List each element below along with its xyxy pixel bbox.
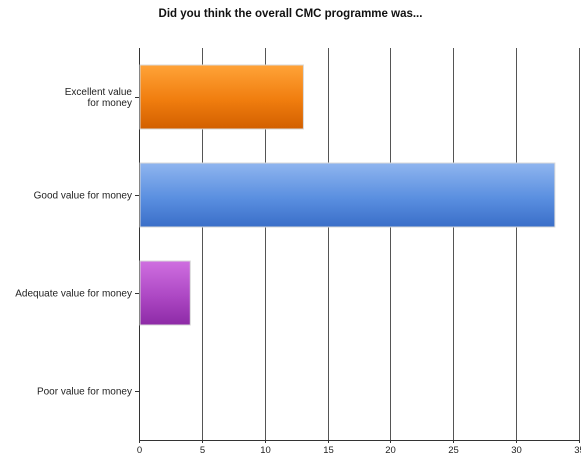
x-tick-label: 25 <box>448 445 459 456</box>
bars <box>139 64 556 326</box>
category-label: Poor value for money <box>37 387 132 398</box>
category-label: Good value for money <box>34 191 132 202</box>
x-tick-label: 5 <box>200 445 205 456</box>
x-tick-label: 10 <box>260 445 271 456</box>
x-tick-label: 20 <box>385 445 396 456</box>
category-labels: Excellent value for money Good value for m… <box>15 87 132 398</box>
grid-lines <box>202 48 580 440</box>
x-tick-label: 35 <box>574 445 581 456</box>
x-tick-label: 30 <box>511 445 522 456</box>
axes <box>135 48 580 443</box>
x-tick-label: 0 <box>137 445 142 456</box>
tick-labels: 0 5 10 15 20 25 30 35 <box>137 445 581 456</box>
chart-title: Did you think the overall CMC programme … <box>158 8 423 20</box>
x-tick-label: 15 <box>323 445 334 456</box>
bar-2 <box>139 260 191 326</box>
bar-0 <box>139 64 304 130</box>
bar-1 <box>139 162 556 228</box>
category-label: Adequate value for money <box>15 289 132 300</box>
category-label: Excellent value for money <box>65 87 133 109</box>
